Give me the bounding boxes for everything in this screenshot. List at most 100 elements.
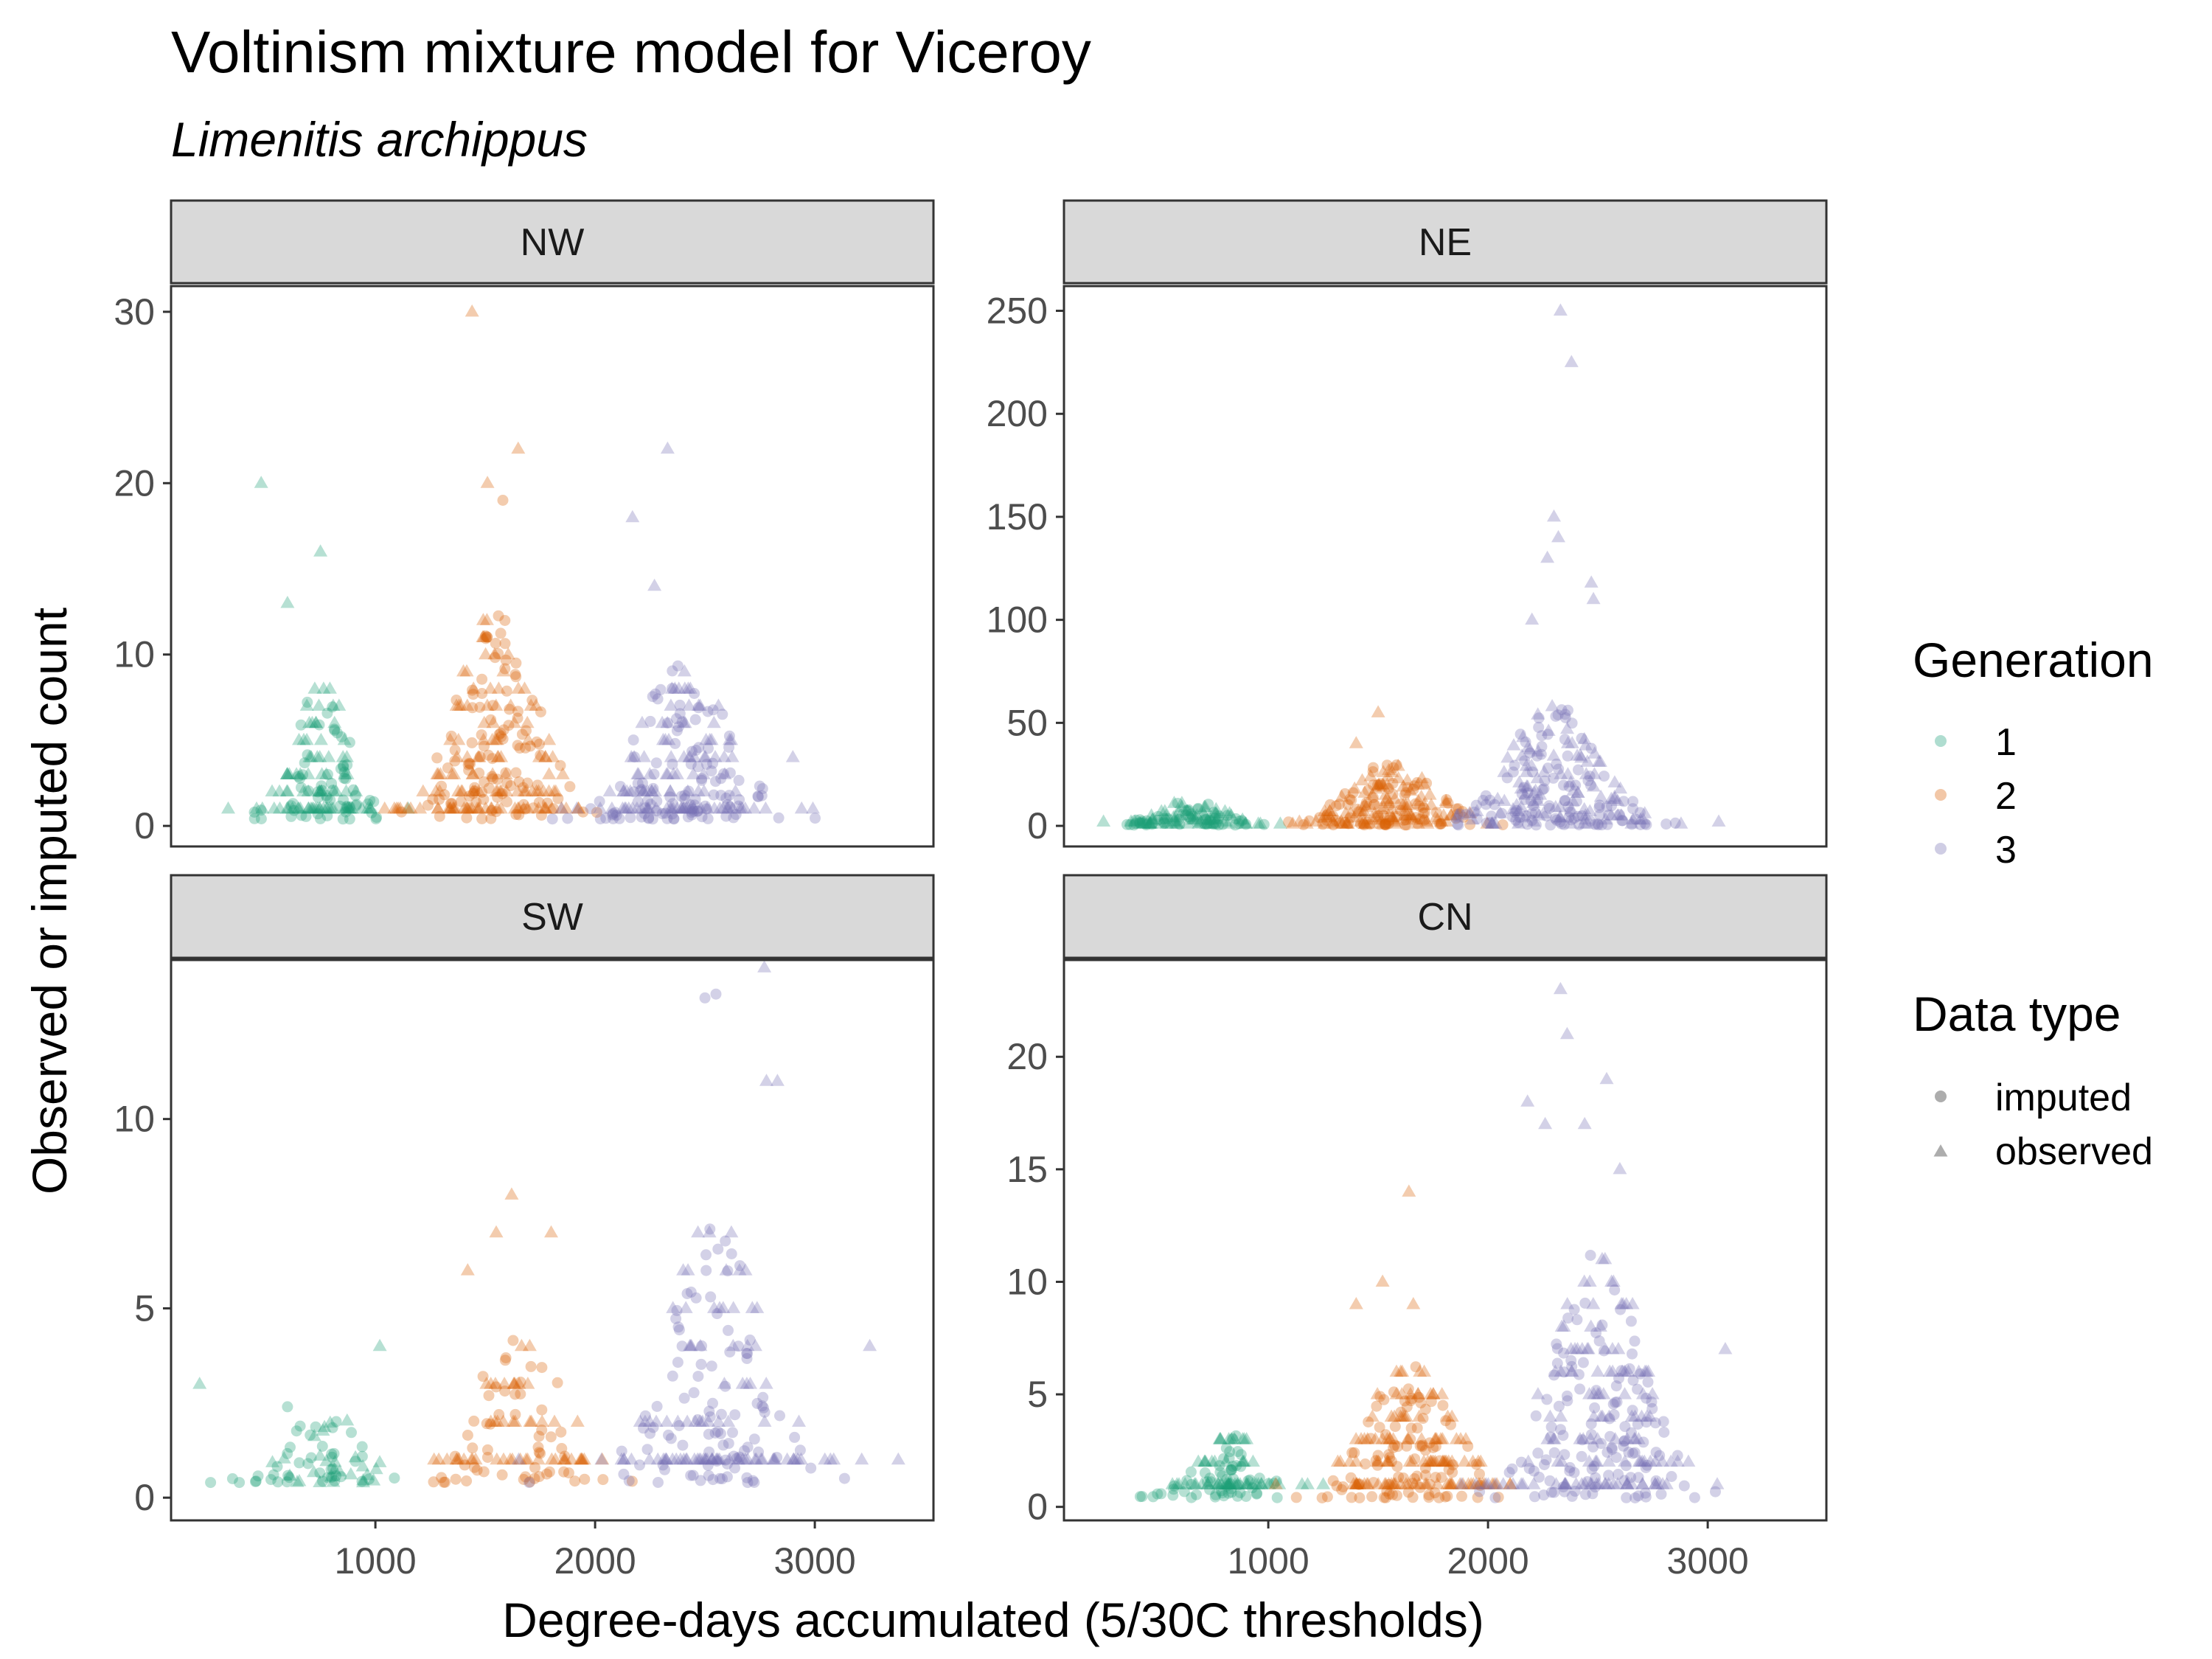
point-observed-gen2: [1351, 804, 1366, 816]
point-observed-gen3: [1571, 785, 1585, 798]
point-imputed-gen2: [569, 1475, 581, 1487]
point-imputed-gen3: [689, 799, 700, 811]
point-imputed-gen3: [1525, 795, 1537, 807]
point-observed-gen2: [520, 715, 535, 728]
point-observed-gen1: [366, 1473, 381, 1486]
point-observed-gen2: [1377, 779, 1391, 792]
point-imputed-gen1: [1205, 1476, 1217, 1488]
point-observed-gen2: [1397, 1409, 1411, 1422]
point-imputed-gen2: [1435, 818, 1447, 830]
point-imputed-gen2: [1383, 799, 1395, 811]
point-observed-gen3: [1596, 1387, 1611, 1399]
point-imputed-gen1: [1162, 813, 1174, 824]
point-imputed-gen3: [1519, 794, 1531, 805]
point-observed-gen1: [1175, 799, 1189, 813]
point-observed-gen1: [1235, 812, 1250, 825]
point-imputed-gen2: [543, 1466, 555, 1478]
point-imputed-gen2: [1414, 1440, 1426, 1452]
point-observed-gen3: [1620, 1477, 1635, 1489]
point-imputed-gen3: [1533, 721, 1545, 733]
point-imputed-gen1: [335, 731, 347, 742]
point-observed-gen2: [476, 732, 491, 745]
point-observed-gen2: [1382, 1477, 1396, 1489]
point-observed-gen3: [1450, 810, 1464, 823]
point-observed-gen2: [494, 750, 509, 762]
point-imputed-gen2: [1370, 1455, 1382, 1467]
point-imputed-gen3: [1620, 1460, 1632, 1472]
point-observed-gen3: [1587, 1387, 1601, 1399]
facet-strip-label: NE: [1419, 221, 1472, 264]
point-observed-gen2: [522, 1338, 537, 1352]
point-imputed-gen3: [741, 1353, 753, 1364]
point-observed-gen3: [748, 1338, 762, 1352]
point-imputed-gen1: [1214, 810, 1225, 822]
point-observed-gen1: [1096, 814, 1111, 827]
point-imputed-gen2: [1304, 815, 1315, 827]
point-imputed-gen2: [1434, 1455, 1446, 1467]
point-imputed-gen3: [757, 1400, 768, 1412]
point-imputed-gen1: [1210, 1489, 1222, 1500]
point-imputed-gen2: [518, 799, 529, 810]
point-imputed-gen3: [1559, 795, 1571, 807]
point-imputed-gen3: [1533, 712, 1545, 724]
point-imputed-gen2: [1368, 1477, 1380, 1489]
point-imputed-gen1: [1246, 1482, 1258, 1494]
point-imputed-gen3: [733, 800, 745, 812]
point-imputed-gen1: [1152, 1488, 1164, 1500]
point-imputed-gen3: [1634, 807, 1646, 818]
point-observed-gen2: [1404, 810, 1419, 823]
point-imputed-gen3: [650, 805, 662, 817]
point-observed-gen2: [1323, 810, 1338, 823]
point-observed-gen2: [1374, 812, 1389, 825]
point-observed-gen1: [1295, 1477, 1310, 1489]
point-observed-gen1: [306, 801, 321, 814]
point-observed-gen2: [455, 784, 470, 797]
point-imputed-gen2: [501, 685, 512, 697]
point-observed-gen2: [450, 1452, 465, 1465]
point-imputed-gen3: [1592, 818, 1604, 830]
point-imputed-gen3: [723, 790, 735, 801]
point-imputed-gen2: [1367, 766, 1379, 778]
point-observed-gen3: [1619, 1477, 1634, 1489]
point-imputed-gen1: [1232, 1446, 1244, 1458]
y-tick-label: 0: [1027, 805, 1048, 846]
point-observed-gen3: [660, 715, 675, 728]
point-observed-gen3: [658, 1452, 672, 1465]
point-imputed-gen2: [1283, 816, 1295, 828]
point-imputed-gen2: [1394, 804, 1406, 816]
point-observed-gen3: [1610, 808, 1625, 821]
point-observed-gen1: [1164, 816, 1179, 829]
point-imputed-gen3: [1507, 766, 1519, 778]
point-imputed-gen1: [1217, 1487, 1228, 1499]
point-observed-gen3: [1718, 1342, 1733, 1354]
point-observed-gen2: [453, 698, 468, 711]
point-observed-gen2: [524, 1414, 539, 1427]
point-imputed-gen1: [326, 777, 337, 789]
point-observed-gen2: [1445, 1477, 1459, 1489]
point-imputed-gen3: [789, 1431, 801, 1443]
point-observed-gen2: [1411, 816, 1425, 829]
point-imputed-gen3: [1609, 1284, 1621, 1295]
point-observed-gen2: [1376, 777, 1390, 790]
point-imputed-gen3: [723, 1324, 734, 1336]
point-imputed-gen1: [294, 773, 306, 785]
point-observed-gen2: [448, 801, 462, 814]
point-observed-gen1: [1159, 808, 1174, 821]
point-imputed-gen3: [1453, 819, 1464, 831]
point-imputed-gen1: [1222, 810, 1234, 821]
point-observed-gen2: [1398, 808, 1412, 821]
point-imputed-gen1: [1223, 1453, 1235, 1464]
panel-border: [1062, 285, 1828, 848]
point-imputed-gen3: [1585, 815, 1596, 827]
point-observed-gen1: [1238, 816, 1253, 829]
point-observed-gen3: [1631, 1432, 1646, 1444]
x-axis: 1000 2000 3000: [1228, 1520, 1749, 1582]
point-imputed-gen2: [1442, 797, 1454, 809]
point-imputed-gen3: [1506, 811, 1518, 823]
point-observed-gen3: [702, 1225, 717, 1238]
point-observed-gen2: [462, 801, 477, 814]
point-observed-gen3: [700, 1452, 714, 1465]
point-observed-gen3: [1569, 1477, 1584, 1489]
point-observed-gen2: [1309, 814, 1324, 827]
point-observed-gen2: [1400, 773, 1415, 786]
